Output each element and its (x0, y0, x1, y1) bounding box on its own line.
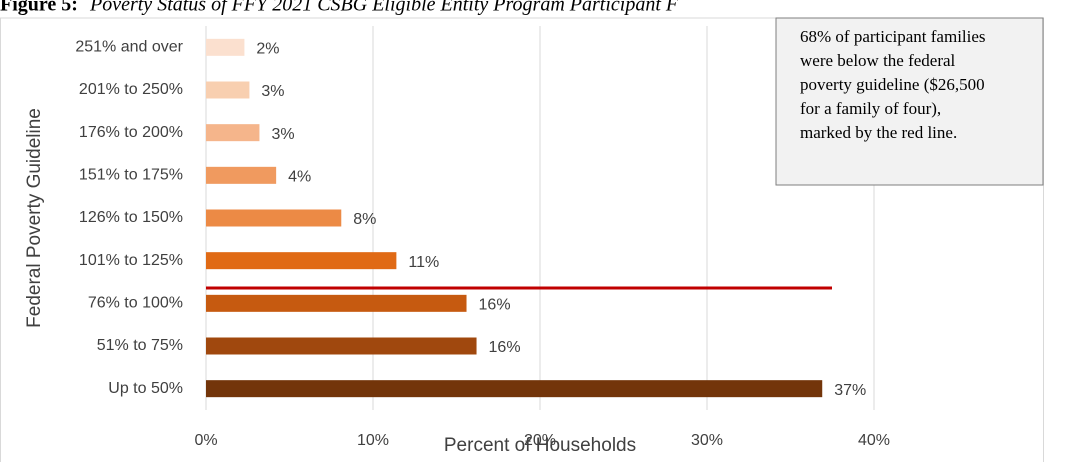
annotation-line: were below the federal (800, 51, 956, 70)
data-label: 11% (408, 254, 439, 271)
annotation-box (775, 17, 1044, 186)
bar (206, 166, 277, 184)
data-label: 37% (834, 382, 866, 399)
chart-title: Poverty Status of FFY 2021 CSBG Eligible… (89, 0, 679, 16)
y-tick-label: 151% to 175% (79, 167, 183, 184)
y-tick-label: 251% and over (75, 39, 183, 56)
bar (206, 380, 823, 398)
plot: 0% 10% 20% 30% 40% 251% and over 2% 201% to 250… (75, 26, 890, 449)
x-tick-label: 40% (858, 432, 890, 449)
bar (206, 252, 397, 270)
annotation-line: poverty guideline ($26,500 (800, 75, 985, 94)
data-label: 2% (256, 41, 279, 58)
y-tick-label: 176% to 200% (79, 124, 183, 141)
data-label: 4% (288, 169, 311, 186)
y-tick-label: 126% to 150% (79, 209, 183, 226)
y-tick-label: 51% to 75% (97, 337, 183, 354)
data-label: 16% (479, 297, 511, 314)
y-tick-label: 101% to 125% (79, 252, 183, 269)
y-tick-label: Up to 50% (108, 380, 183, 397)
x-tick-label: 20% (524, 432, 556, 449)
y-axis-label: Federal Poverty Guideline (24, 108, 45, 328)
data-label: 3% (261, 83, 284, 100)
annotation-line: 68% of participant families (800, 27, 986, 46)
y-tick-label: 201% to 250% (79, 81, 183, 98)
x-tick-label: 10% (357, 432, 389, 449)
chart-title-label: Figure 5: (0, 0, 78, 16)
data-label: 8% (353, 211, 376, 228)
bar (206, 337, 477, 355)
bar (206, 38, 245, 56)
y-tick-label: 76% to 100% (88, 295, 183, 312)
bar (206, 294, 467, 312)
x-axis-label: Percent of Households (444, 435, 636, 456)
data-label: 3% (271, 126, 294, 143)
bar (206, 124, 260, 142)
bar (206, 209, 342, 227)
chart-frame (0, 17, 1044, 462)
annotation: 68% of participant families were below th… (800, 27, 986, 142)
annotation-line: marked by the red line. (800, 123, 957, 142)
data-label: 16% (489, 339, 521, 356)
annotation-line: for a family of four), (800, 99, 941, 118)
bar (206, 81, 250, 99)
x-tick-label: 0% (194, 432, 217, 449)
x-tick-label: 30% (691, 432, 723, 449)
